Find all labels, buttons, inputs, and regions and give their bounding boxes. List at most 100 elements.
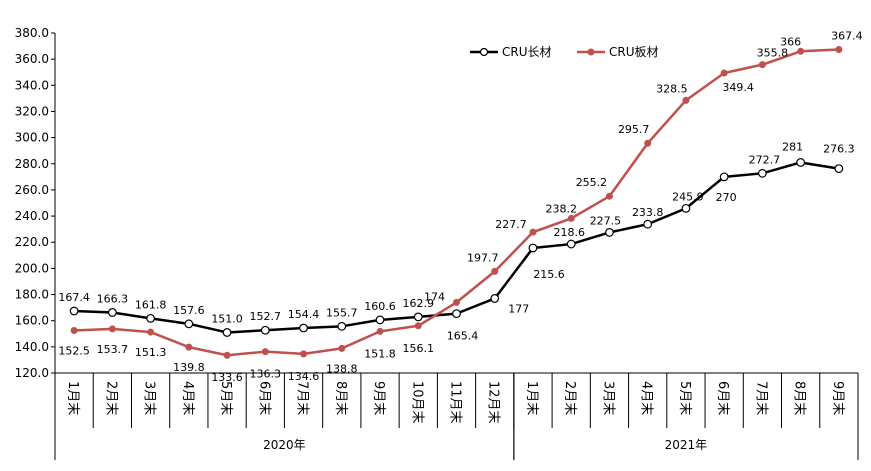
y-tick-label: 160.0 bbox=[15, 314, 49, 328]
x-tick-label: 8月末 bbox=[792, 381, 807, 415]
data-point-long bbox=[69, 306, 79, 316]
x-tick-label: 3月末 bbox=[600, 381, 615, 415]
data-label-long: 245.9 bbox=[672, 190, 704, 203]
data-point-plate bbox=[223, 351, 231, 359]
y-tick-label: 240.0 bbox=[15, 209, 49, 223]
data-label-long: 166.3 bbox=[97, 292, 129, 305]
data-label-long: 233.8 bbox=[632, 206, 664, 219]
x-tick-label: 11月末 bbox=[448, 381, 463, 424]
data-label-plate: 151.3 bbox=[135, 346, 167, 359]
data-label-long: 161.8 bbox=[135, 298, 167, 311]
data-label-plate: 156.1 bbox=[403, 342, 435, 355]
x-axis-tick-labels: 2020年 2021年 1月末 2月末 3月末 4月末 5月末 6月末 7月末 8月末 9月末 10月… bbox=[65, 381, 845, 452]
data-point-long bbox=[834, 164, 844, 174]
y-tick-label: 260.0 bbox=[15, 183, 49, 197]
x-tick-label: 6月末 bbox=[256, 381, 271, 415]
data-label-long: 155.7 bbox=[326, 306, 358, 319]
data-label-long: 154.4 bbox=[288, 308, 320, 321]
data-label-plate: 197.7 bbox=[467, 251, 499, 264]
data-point-long bbox=[566, 239, 576, 249]
data-point-plate bbox=[529, 228, 537, 236]
data-point-plate bbox=[682, 96, 690, 104]
legend: CRU长材 CRU板材 bbox=[470, 45, 659, 59]
data-label-long: 270 bbox=[716, 191, 737, 204]
data-label-plate: 349.4 bbox=[722, 81, 754, 94]
y-tick-label: 220.0 bbox=[15, 235, 49, 249]
data-label-plate: 139.8 bbox=[173, 361, 205, 374]
data-point-long bbox=[681, 203, 691, 213]
x-tick-label: 7月末 bbox=[753, 381, 768, 415]
y-tick-label: 180.0 bbox=[15, 288, 49, 302]
data-point-long bbox=[337, 321, 347, 331]
x-tick-label: 10月末 bbox=[409, 381, 424, 424]
data-point-long bbox=[758, 168, 767, 178]
y-tick-label: 300.0 bbox=[15, 131, 49, 145]
data-point-long bbox=[796, 158, 806, 167]
data-label-plate: 366 bbox=[780, 35, 801, 48]
data-label-plate: 174 bbox=[424, 290, 445, 303]
data-point-plate bbox=[797, 47, 805, 55]
x-tick-label: 7月末 bbox=[295, 381, 310, 415]
data-label-long: 227.5 bbox=[590, 214, 622, 227]
legend-label-plate: CRU板材 bbox=[609, 45, 659, 59]
x-tick-label: 5月末 bbox=[677, 381, 692, 415]
data-label-long: 151.0 bbox=[211, 312, 243, 325]
data-label-plate: 355.8 bbox=[757, 47, 789, 60]
data-point-plate bbox=[644, 139, 652, 147]
data-point-long bbox=[413, 312, 423, 322]
data-label-plate: 328.5 bbox=[656, 82, 688, 95]
data-label-long: 167.4 bbox=[58, 291, 90, 304]
y-tick-label: 380.0 bbox=[15, 26, 49, 40]
data-label-plate: 152.5 bbox=[58, 345, 90, 358]
legend-marker-long bbox=[479, 47, 489, 57]
data-label-plate: 295.7 bbox=[618, 123, 650, 136]
data-label-plate: 138.8 bbox=[326, 362, 358, 375]
x-tick-label: 2月末 bbox=[103, 381, 118, 415]
data-point-long bbox=[528, 243, 538, 253]
series-layer bbox=[69, 45, 844, 359]
data-label-plate: 136.3 bbox=[250, 368, 282, 381]
data-point-plate bbox=[567, 214, 575, 222]
data-point-long bbox=[605, 228, 614, 237]
data-point-plate bbox=[300, 350, 308, 358]
x-tick-label: 4月末 bbox=[639, 381, 654, 415]
data-label-long: 281 bbox=[782, 140, 803, 153]
data-point-long bbox=[222, 328, 232, 337]
data-point-plate bbox=[453, 298, 460, 306]
x-group-label: 2020年 bbox=[263, 438, 306, 452]
data-point-plate bbox=[835, 45, 843, 53]
data-point-long bbox=[184, 319, 194, 329]
x-tick-label: 2月末 bbox=[562, 381, 577, 415]
legend-marker-plate bbox=[587, 48, 595, 56]
y-tick-label: 320.0 bbox=[15, 104, 49, 118]
x-tick-label: 1月末 bbox=[524, 381, 539, 415]
data-label-long: 165.4 bbox=[447, 330, 479, 343]
data-point-long bbox=[490, 294, 500, 303]
data-label-plate: 255.2 bbox=[576, 176, 608, 189]
data-point-plate bbox=[414, 322, 422, 330]
data-label-long: 157.6 bbox=[173, 304, 205, 317]
y-tick-label: 140.0 bbox=[15, 340, 49, 354]
data-label-plate: 227.7 bbox=[495, 218, 527, 231]
data-label-long: 162.9 bbox=[403, 297, 435, 310]
y-tick-label: 200.0 bbox=[15, 261, 49, 275]
data-point-long bbox=[299, 323, 308, 333]
x-tick-label: 12月末 bbox=[486, 381, 501, 424]
data-label-long: 218.6 bbox=[553, 226, 585, 239]
data-label-plate: 367.4 bbox=[831, 29, 863, 42]
data-point-long bbox=[719, 172, 729, 182]
data-label-long: 160.6 bbox=[364, 300, 396, 313]
y-axis-tick-labels: 120.0 140.0 160.0 180.0 200.0 220.0 240.0 260.0… bbox=[15, 26, 49, 380]
data-point-plate bbox=[720, 69, 728, 77]
data-label-long: 272.7 bbox=[749, 153, 781, 166]
data-point-long bbox=[452, 309, 461, 319]
data-point-plate bbox=[108, 325, 116, 333]
data-point-long bbox=[146, 313, 155, 323]
data-label-long: 152.7 bbox=[250, 310, 282, 323]
x-tick-label: 9月末 bbox=[371, 381, 386, 415]
y-tick-label: 280.0 bbox=[15, 157, 49, 171]
data-point-long bbox=[260, 325, 270, 335]
data-label-long: 177 bbox=[508, 302, 529, 315]
data-label-plate: 134.6 bbox=[288, 370, 320, 383]
data-label-plate: 153.7 bbox=[97, 343, 129, 356]
